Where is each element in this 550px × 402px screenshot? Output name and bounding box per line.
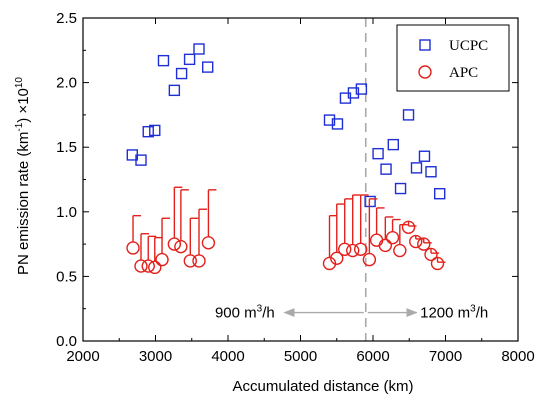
ucpc-point (425, 166, 437, 178)
x-tick-label: 5000 (284, 348, 317, 365)
ucpc-point (193, 43, 205, 55)
y-axis-title-main: PN emission rate (km (15, 132, 32, 275)
x-tick-label: 6000 (356, 348, 389, 365)
ucpc-point (135, 154, 147, 166)
apc-point (378, 238, 393, 253)
annotations: 900 m3/h 1200 m3/h (215, 304, 488, 322)
ucpc-point (347, 87, 360, 99)
axes: 2000 3000 4000 5000 6000 7000 8000 0.0 0.5 1.0 1.5… (56, 10, 535, 365)
x-tick-label: 7000 (429, 348, 462, 365)
apc-point (330, 251, 344, 266)
ucpc-point (387, 138, 399, 151)
y-axis-title-sup2: 10 (14, 77, 25, 89)
apc-point (385, 230, 400, 245)
apc-point (148, 260, 162, 275)
ucpc-point (331, 118, 344, 130)
apc-point (338, 242, 352, 256)
apc-point (401, 220, 416, 235)
x-tick-label: 2000 (66, 348, 99, 365)
apc-point (126, 241, 140, 255)
apc-point (183, 254, 198, 268)
ucpc-point (372, 147, 384, 160)
y-tick-label: 1.0 (56, 204, 77, 221)
apc-point (201, 236, 216, 250)
ucpc-point (157, 54, 170, 67)
y-tick-label: 2.5 (56, 10, 77, 27)
apc-point (192, 254, 206, 268)
y-axis-title-mid: ) ×10 (15, 88, 32, 123)
ucpc-point (434, 188, 446, 200)
ucpc-point (323, 114, 336, 126)
legend-marker-ucpc (419, 39, 431, 51)
apc-point (369, 233, 384, 247)
apc-point (346, 243, 360, 258)
x-axis-title: Accumulated distance (km) (233, 378, 414, 395)
legend: UCPC APC (396, 24, 510, 92)
apc-point (353, 242, 368, 256)
x-tick-label: 3000 (139, 348, 172, 365)
ucpc-point (149, 124, 161, 137)
apc-point (424, 247, 438, 262)
data-marks (126, 43, 446, 275)
ucpc-point (410, 162, 423, 174)
y-axis-title-sup1: -1 (14, 122, 25, 131)
ucpc-point (168, 84, 181, 97)
apc-point (417, 237, 431, 251)
legend-box (396, 24, 510, 92)
apc-point (362, 252, 377, 267)
ucpc-point (418, 150, 431, 162)
apc-point (141, 259, 155, 273)
apc-point (409, 234, 423, 249)
ucpc-point (394, 182, 407, 195)
ucpc-point (142, 125, 154, 138)
y-tick-label: 0.0 (56, 333, 77, 350)
ucpc-point (402, 109, 415, 121)
ucpc-point (380, 163, 392, 175)
y-tick-label: 0.5 (56, 268, 77, 285)
apc-point (174, 239, 188, 254)
annotation-900: 900 m3/h (215, 304, 275, 322)
y-tick-label: 1.5 (56, 139, 77, 156)
apc-point (430, 256, 445, 271)
y-tick-label: 2.0 (56, 75, 77, 92)
legend-label: APC (449, 65, 478, 81)
axis-titles: Accumulated distance (km) PN emission ra… (14, 77, 413, 395)
y-axis-title: PN emission rate (km-1) ×1010 (14, 77, 32, 275)
ucpc-point (201, 61, 214, 73)
apc-point (167, 237, 182, 251)
x-tick-label: 4000 (211, 348, 244, 365)
ucpc-point (175, 67, 188, 80)
apc-point (393, 243, 407, 258)
legend-label: UCPC (449, 38, 488, 54)
ucpc-point (183, 53, 196, 66)
apc-point (134, 259, 148, 273)
x-tick-label: 8000 (501, 348, 534, 365)
annotation-1200: 1200 m3/h (420, 304, 488, 322)
ucpc-point (355, 83, 368, 95)
apc-point (155, 252, 169, 267)
ucpc-point (364, 195, 376, 208)
legend-marker-apc (418, 65, 432, 79)
